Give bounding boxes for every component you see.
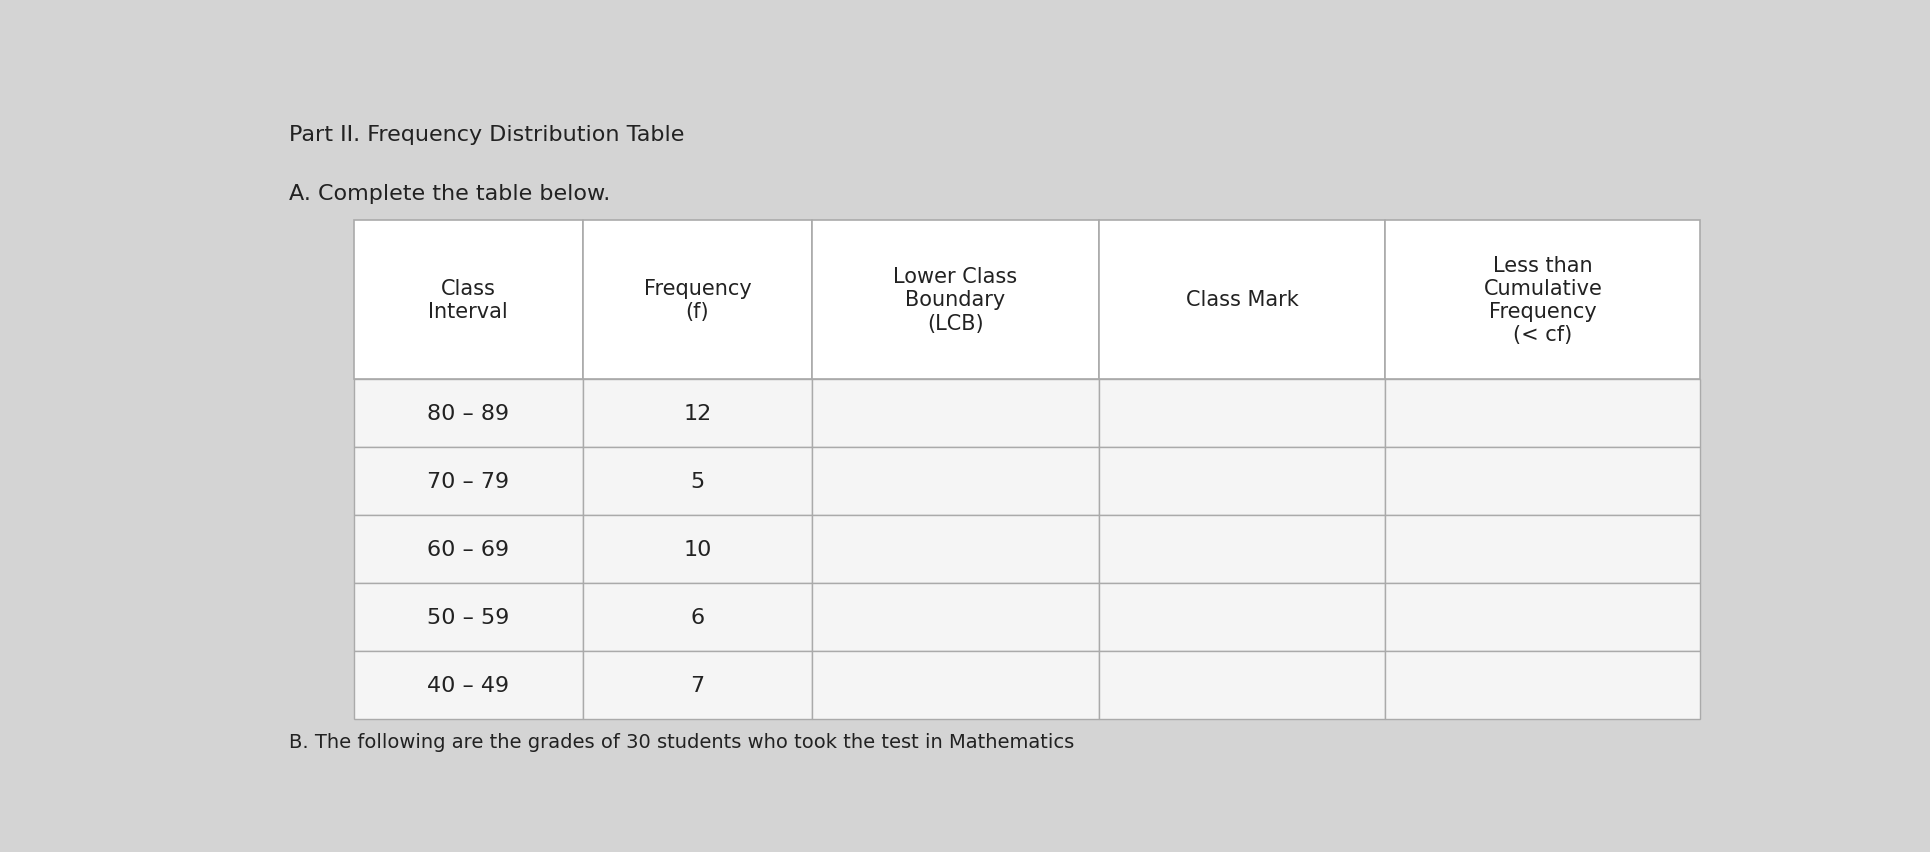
Bar [1098, 221, 1384, 380]
Text: 70 – 79: 70 – 79 [427, 472, 510, 492]
Bar [813, 447, 1098, 515]
Text: 50 – 59: 50 – 59 [427, 607, 510, 627]
Bar [353, 651, 583, 719]
Bar [583, 221, 813, 380]
Bar [353, 221, 583, 380]
Bar [813, 515, 1098, 584]
Text: 80 – 89: 80 – 89 [427, 404, 510, 423]
Text: 7: 7 [691, 675, 704, 695]
Bar [813, 221, 1098, 380]
Bar [353, 447, 583, 515]
Text: 60 – 69: 60 – 69 [427, 539, 510, 560]
Bar [583, 447, 813, 515]
Bar [813, 584, 1098, 651]
Bar [583, 584, 813, 651]
Text: 5: 5 [691, 472, 704, 492]
Bar [1098, 515, 1384, 584]
Text: Less than
Cumulative
Frequency
(< cf): Less than Cumulative Frequency (< cf) [1482, 256, 1602, 345]
Bar [1384, 380, 1700, 447]
Text: B. The following are the grades of 30 students who took the test in Mathematics: B. The following are the grades of 30 st… [290, 732, 1073, 751]
Text: 6: 6 [691, 607, 704, 627]
Bar [583, 515, 813, 584]
Text: Lower Class
Boundary
(LCB): Lower Class Boundary (LCB) [894, 267, 1017, 333]
Text: Frequency
(f): Frequency (f) [643, 279, 751, 322]
Bar [1384, 584, 1700, 651]
Bar [813, 651, 1098, 719]
Text: Part II. Frequency Distribution Table: Part II. Frequency Distribution Table [290, 125, 685, 145]
Bar [1384, 651, 1700, 719]
Bar [1384, 221, 1700, 380]
Bar [353, 380, 583, 447]
Text: A. Complete the table below.: A. Complete the table below. [290, 184, 610, 204]
Bar [1384, 447, 1700, 515]
Bar [1384, 515, 1700, 584]
Text: Class
Interval: Class Interval [428, 279, 508, 322]
Text: 12: 12 [683, 404, 712, 423]
Bar [1098, 584, 1384, 651]
Bar [353, 584, 583, 651]
Text: 40 – 49: 40 – 49 [427, 675, 510, 695]
Bar [1098, 380, 1384, 447]
Text: Class Mark: Class Mark [1185, 291, 1297, 310]
Bar [353, 515, 583, 584]
Bar [583, 651, 813, 719]
Bar [813, 380, 1098, 447]
Bar [583, 380, 813, 447]
Bar [1098, 447, 1384, 515]
Text: 10: 10 [683, 539, 712, 560]
Bar [1098, 651, 1384, 719]
